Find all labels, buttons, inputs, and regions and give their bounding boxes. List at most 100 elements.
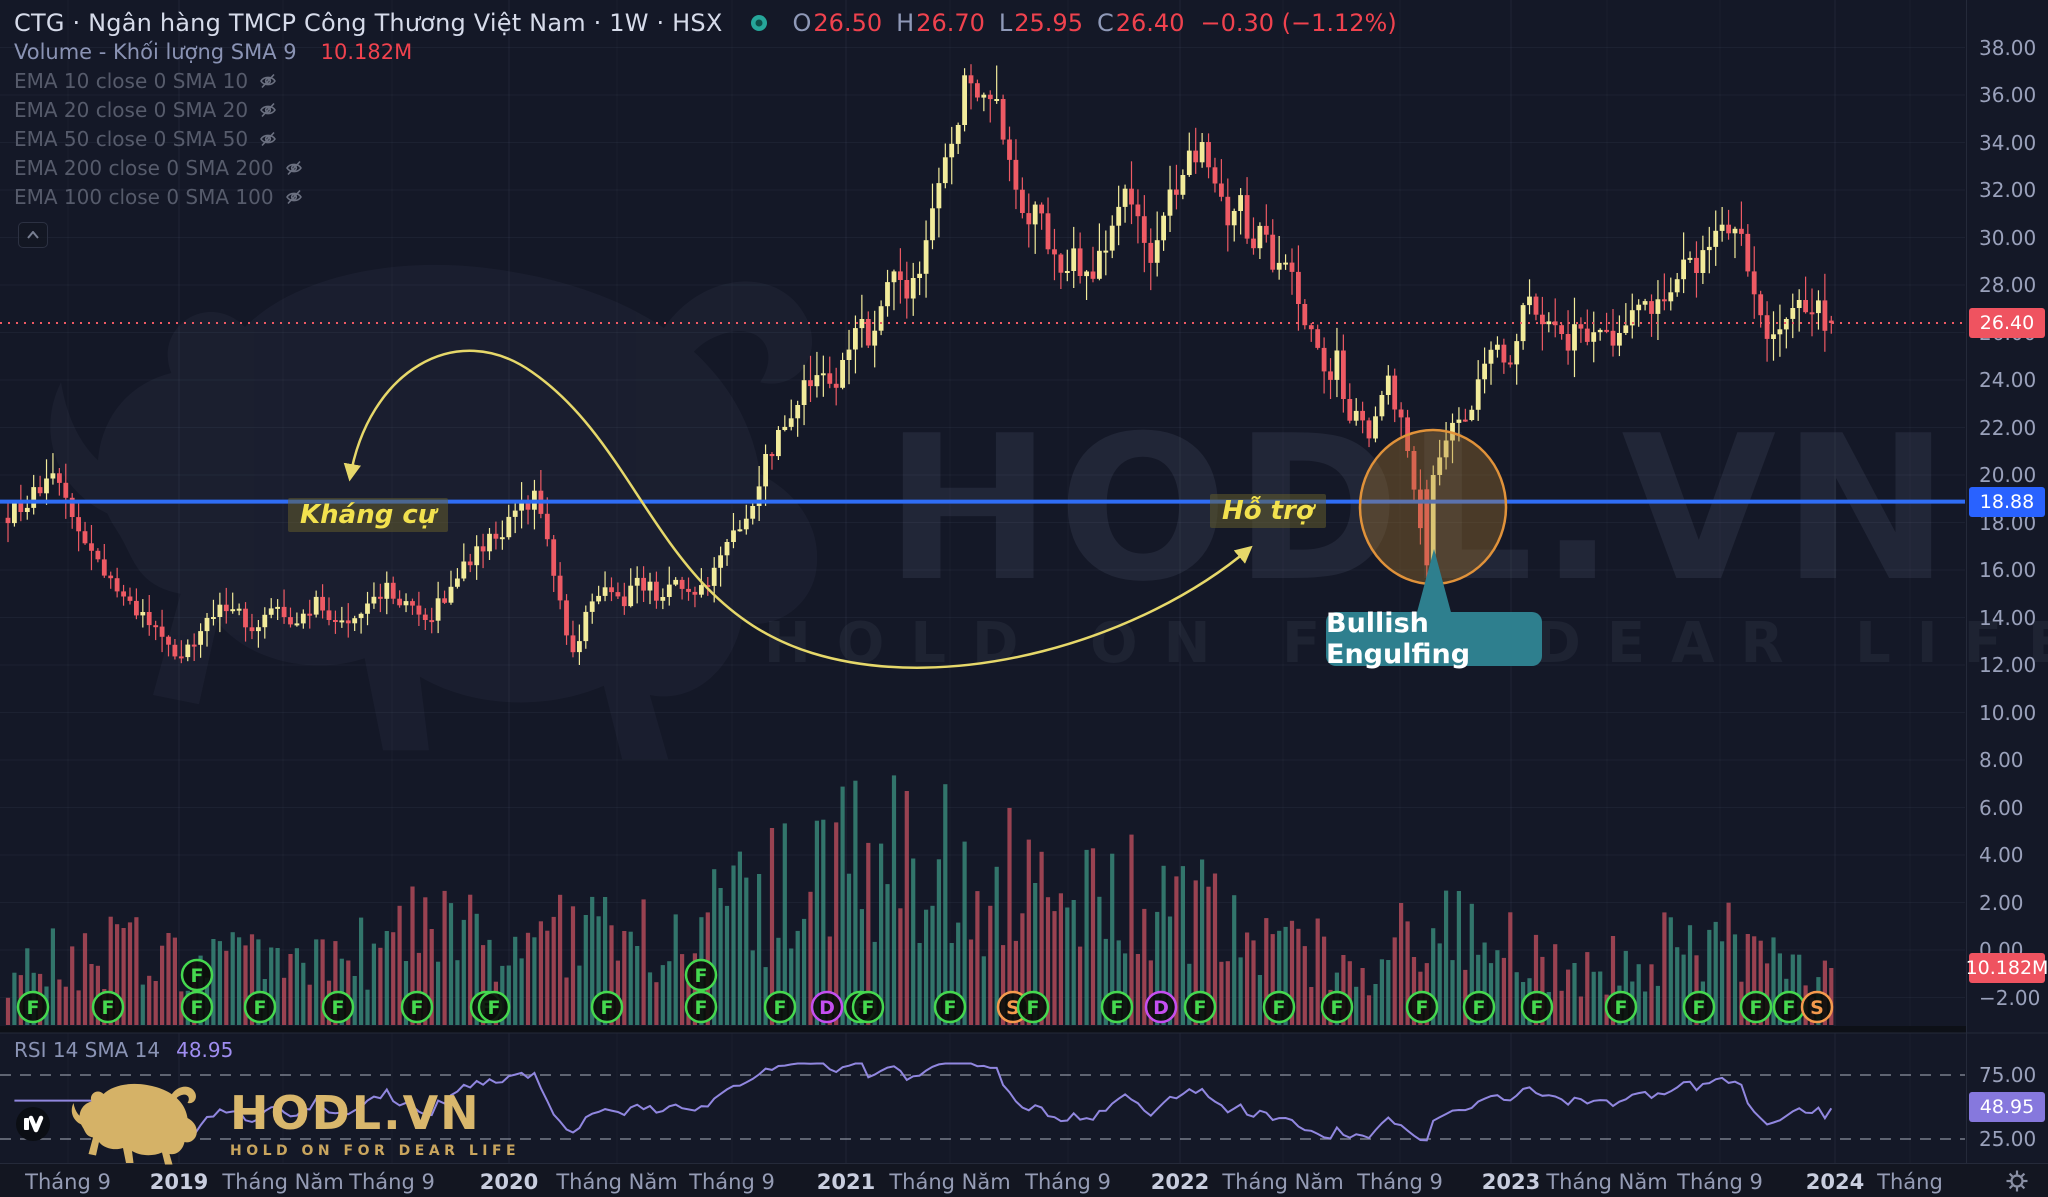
svg-text:F: F [695, 997, 708, 1019]
price-tick-label: 34.00 [1979, 130, 2037, 155]
event-badge-F[interactable]: F [1462, 990, 1496, 1024]
svg-text:S: S [1810, 997, 1824, 1019]
rsi-value: 48.95 [176, 1038, 234, 1062]
event-badge-F[interactable]: F [400, 990, 434, 1024]
symbol-legend-row[interactable]: CTG · Ngân hàng TMCP Công Thương Việt Na… [14, 8, 1397, 38]
pattern-label[interactable]: Bullish Engulfing [1326, 608, 1542, 670]
event-badge-D[interactable]: D [810, 990, 844, 1024]
price-tick-label: 22.00 [1979, 415, 2037, 440]
event-badge-F[interactable]: F [477, 990, 511, 1024]
svg-text:F: F [944, 997, 957, 1019]
eye-hidden-icon[interactable] [284, 187, 304, 207]
legend-collapse-button[interactable] [18, 222, 48, 248]
market-status-icon[interactable] [749, 13, 769, 33]
eye-hidden-icon[interactable] [258, 129, 278, 149]
event-badge-F[interactable]: F [851, 990, 885, 1024]
time-axis[interactable]: Tháng 9 2019 Tháng Năm Tháng 9 2020 Tháng Năm… [0, 1163, 2048, 1197]
volume-indicator-value: 10.182M [320, 40, 413, 64]
pattern-callout-pointer [1416, 549, 1452, 616]
event-badge-F[interactable]: F [1772, 990, 1806, 1024]
time-tick-label: Tháng Năm [222, 1170, 344, 1194]
price-tick-label: 24.00 [1979, 368, 2037, 392]
trend-arrow-curve[interactable] [343, 349, 1253, 669]
eye-hidden-icon[interactable] [258, 71, 278, 91]
time-tick-label: Tháng Năm [1222, 1170, 1344, 1194]
price-tick-label: 4.00 [1979, 843, 2024, 867]
legend: CTG · Ngân hàng TMCP Công Thương Việt Na… [14, 8, 1397, 211]
rsi-level-label: 25.00 [1979, 1127, 2037, 1151]
svg-text:F: F [102, 997, 115, 1019]
event-badge-F[interactable]: F [180, 958, 214, 992]
symbol-title: CTG · Ngân hàng TMCP Công Thương Việt Na… [14, 9, 723, 37]
event-badge-F[interactable]: F [1520, 990, 1554, 1024]
eye-hidden-icon[interactable] [284, 158, 304, 178]
svg-text:S: S [1006, 997, 1020, 1019]
time-tick-label: 2021 [816, 1170, 876, 1194]
indicator-row-1[interactable]: EMA 20 close 0 SMA 20 [14, 95, 1397, 124]
event-badge-F[interactable]: F [1016, 990, 1050, 1024]
event-badge-F[interactable]: F [933, 990, 967, 1024]
event-badge-F[interactable]: F [684, 958, 718, 992]
support-label[interactable]: Hỗ trợ [1210, 494, 1326, 528]
event-badge-F[interactable]: F [180, 990, 214, 1024]
ohlc-pair: H 26.70 [896, 9, 985, 37]
svg-text:F: F [1750, 997, 1763, 1019]
indicator-row-0[interactable]: EMA 10 close 0 SMA 10 [14, 66, 1397, 95]
price-tick-label: 28.00 [1979, 273, 2037, 297]
event-badges[interactable]: FFFFFFFFFFFFFDFFFSFFDFFFFFFFFFFS [16, 958, 1834, 1024]
svg-text:F: F [695, 965, 708, 987]
resistance-label[interactable]: Kháng cự [288, 498, 449, 532]
indicator-label: EMA 50 close 0 SMA 50 [14, 126, 249, 151]
rsi-pane[interactable] [0, 1062, 1965, 1142]
change-value: −0.30 (−1.12%) [1200, 9, 1397, 37]
time-tick-label: Tháng 9 [1025, 1170, 1111, 1194]
event-badge-F[interactable]: F [763, 990, 797, 1024]
event-badge-F[interactable]: F [1320, 990, 1354, 1024]
svg-text:F: F [411, 997, 424, 1019]
chevron-up-icon [27, 231, 39, 239]
event-badge-F[interactable]: F [91, 990, 125, 1024]
event-badge-F[interactable]: F [1682, 990, 1716, 1024]
price-axis[interactable]: 38.0036.0034.0032.0030.0028.0026.0024.00… [1966, 0, 2048, 1163]
indicator-row-3[interactable]: EMA 200 close 0 SMA 200 [14, 153, 1397, 182]
time-tick-label: Tháng Năm [889, 1170, 1011, 1194]
event-badge-F[interactable]: F [321, 990, 355, 1024]
tradingview-logo[interactable] [14, 1105, 52, 1143]
event-badge-F[interactable]: F [684, 990, 718, 1024]
indicator-label: EMA 200 close 0 SMA 200 [14, 155, 274, 180]
svg-text:F: F [1194, 997, 1207, 1019]
event-badge-F[interactable]: F [1262, 990, 1296, 1024]
event-badge-S[interactable]: S [1800, 990, 1834, 1024]
volume-legend-row[interactable]: Volume - Khối lượng SMA 9 10.182M [14, 38, 1397, 66]
indicator-row-4[interactable]: EMA 100 close 0 SMA 100 [14, 182, 1397, 211]
pane-separator-shadow [0, 1026, 1966, 1033]
eye-hidden-icon[interactable] [258, 100, 278, 120]
event-badge-F[interactable]: F [1100, 990, 1134, 1024]
time-tick-label: Tháng 9 [25, 1170, 111, 1194]
indicator-list: EMA 10 close 0 SMA 10 EMA 20 close 0 SMA … [14, 66, 1397, 211]
event-badge-D[interactable]: D [1144, 990, 1178, 1024]
svg-text:D: D [1153, 997, 1169, 1019]
price-tick-label: −2.00 [1979, 985, 2041, 1010]
event-badge-F[interactable]: F [243, 990, 277, 1024]
price-tick-label: 2.00 [1979, 890, 2024, 915]
event-badge-F[interactable]: F [1739, 990, 1773, 1024]
indicator-row-2[interactable]: EMA 50 close 0 SMA 50 [14, 124, 1397, 153]
axis-price-badge: 10.182M [1966, 953, 2048, 983]
event-badge-F[interactable]: F [590, 990, 624, 1024]
event-badge-F[interactable]: F [1604, 990, 1638, 1024]
event-badge-F[interactable]: F [16, 990, 50, 1024]
event-badge-F[interactable]: F [1405, 990, 1439, 1024]
event-badge-F[interactable]: F [1183, 990, 1217, 1024]
svg-text:F: F [1416, 997, 1429, 1019]
time-tick-label: 2019 [149, 1170, 209, 1194]
svg-text:F: F [601, 997, 614, 1019]
volume-series[interactable] [5, 775, 1834, 1025]
time-tick-label: Tháng [1877, 1170, 1943, 1194]
svg-text:F: F [1531, 997, 1544, 1019]
rsi-legend-row[interactable]: RSI 14 SMA 14 48.95 [14, 1038, 233, 1062]
axis-price-badge: 18.88 [1969, 487, 2045, 517]
gear-icon[interactable] [2004, 1168, 2030, 1194]
time-tick-label: 2022 [1150, 1170, 1210, 1194]
